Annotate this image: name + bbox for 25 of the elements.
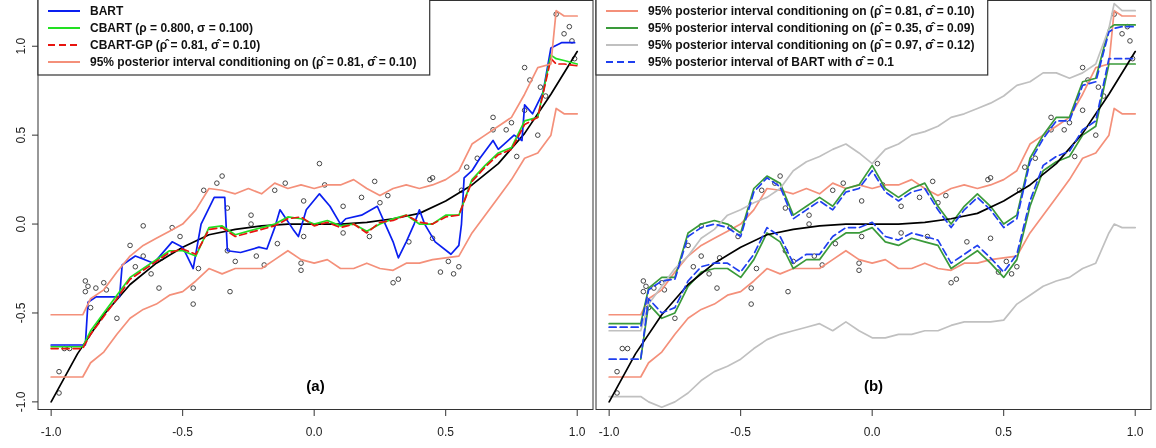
x-tick-label: -0.5 <box>172 425 194 439</box>
legend-label: 95% posterior interval of BART with σ̂ = 0.1 <box>648 55 895 69</box>
y-tick-label: 0.5 <box>14 126 28 144</box>
x-tick-label: 0.5 <box>995 425 1013 439</box>
legend-label: 95% posterior interval conditioning on (ρ̂ = 0.81, σ̂ = 0.10) <box>90 55 417 69</box>
y-tick-label: -0.5 <box>14 302 28 324</box>
x-tick-label: 1.0 <box>1126 425 1144 439</box>
legend-label: BART <box>90 4 124 18</box>
legend-label: 95% posterior interval conditioning on (ρ̂ = 0.97, σ̂ = 0.12) <box>648 38 975 52</box>
x-tick-label: 1.0 <box>568 425 586 439</box>
x-tick-label: 0.5 <box>437 425 455 439</box>
x-tick-label: -1.0 <box>40 425 62 439</box>
annotation: (a) <box>306 377 325 394</box>
legend-label: 95% posterior interval conditioning on (ρ̂ = 0.35, σ̂ = 0.09) <box>648 21 975 35</box>
x-tick-label: -0.5 <box>730 425 752 439</box>
legend-label: 95% posterior interval conditioning on (ρ̂ = 0.81, σ̂ = 0.10) <box>648 4 975 18</box>
legend-label: CBART (ρ = 0.800, σ = 0.100) <box>90 21 254 35</box>
y-tick-label: 1.0 <box>14 37 28 55</box>
annotation: (b) <box>863 377 884 394</box>
x-tick-label: -1.0 <box>598 425 620 439</box>
y-tick-label: -1.0 <box>14 391 28 413</box>
legend-label: CBART-GP (ρ̂ = 0.81, σ̂ = 0.10) <box>90 38 261 52</box>
y-tick-label: 0.0 <box>14 215 28 233</box>
x-tick-label: 0.0 <box>863 425 881 439</box>
x-tick-label: 0.0 <box>305 425 323 439</box>
